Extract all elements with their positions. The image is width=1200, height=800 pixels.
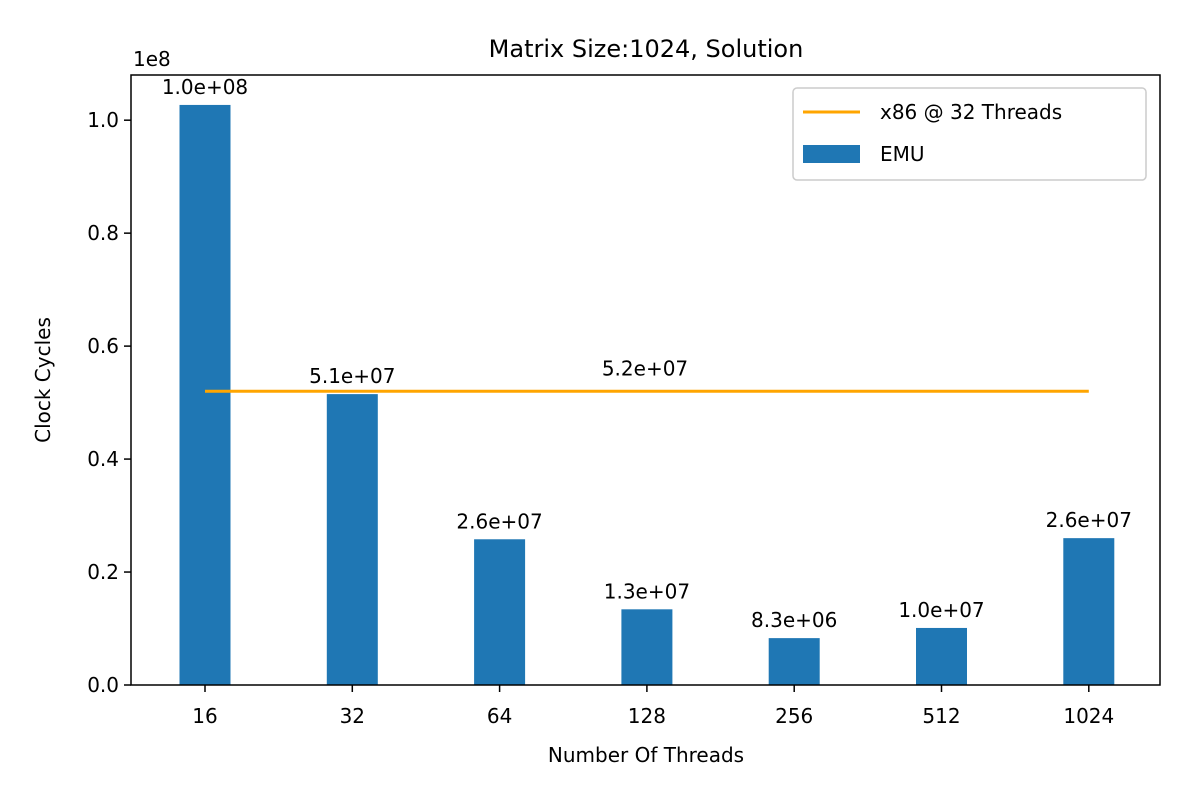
x-axis-label: Number Of Threads (548, 743, 744, 767)
y-tick-label-2: 0.4 (87, 447, 119, 471)
y-axis-label: Clock Cycles (31, 317, 55, 443)
y-multiplier: 1e8 (133, 47, 171, 71)
y-tick-label-3: 0.6 (87, 334, 119, 358)
chart-title: Matrix Size:1024, Solution (489, 35, 804, 63)
y-tick-label-4: 0.8 (87, 221, 119, 245)
bar-value-label-256: 8.3e+06 (751, 608, 837, 632)
plot-frame (130, 74, 1161, 686)
x86-reference-label: 5.2e+07 (602, 356, 688, 380)
bar-value-label-16: 1.0e+08 (162, 75, 248, 99)
legend-emu-swatch (803, 145, 860, 163)
bar-value-label-64: 2.6e+07 (456, 509, 542, 533)
bar-value-label-32: 5.1e+07 (309, 364, 395, 388)
legend: x86 @ 32 Threads EMU (792, 87, 1147, 181)
x-tick-label-64: 64 (487, 704, 512, 728)
x-tick-label-128: 128 (628, 704, 666, 728)
bar-value-label-128: 1.3e+07 (604, 579, 690, 603)
y-tick-label-5: 1.0 (87, 108, 119, 132)
legend-x86-label: x86 @ 32 Threads (880, 100, 1062, 124)
x-tick-label-256: 256 (775, 704, 813, 728)
bar-256 (768, 638, 820, 685)
y-tick-label-0: 0.0 (87, 673, 119, 697)
bar-128 (621, 609, 673, 685)
bar-value-label-1024: 2.6e+07 (1046, 508, 1132, 532)
legend-emu-label: EMU (880, 142, 925, 166)
bar-1024 (1063, 538, 1115, 685)
bar-512 (916, 627, 967, 685)
y-tick-label-1: 0.2 (87, 560, 119, 584)
x-tick-label-32: 32 (340, 704, 365, 728)
bar-32 (326, 394, 378, 685)
bar-value-label-512: 1.0e+07 (898, 598, 984, 622)
x-tick-label-16: 16 (192, 704, 217, 728)
bar-64 (474, 539, 526, 685)
bar-16 (179, 104, 231, 686)
x-tick-label-1024: 1024 (1063, 704, 1114, 728)
x-tick-label-512: 512 (922, 704, 960, 728)
legend-frame (792, 87, 1147, 181)
